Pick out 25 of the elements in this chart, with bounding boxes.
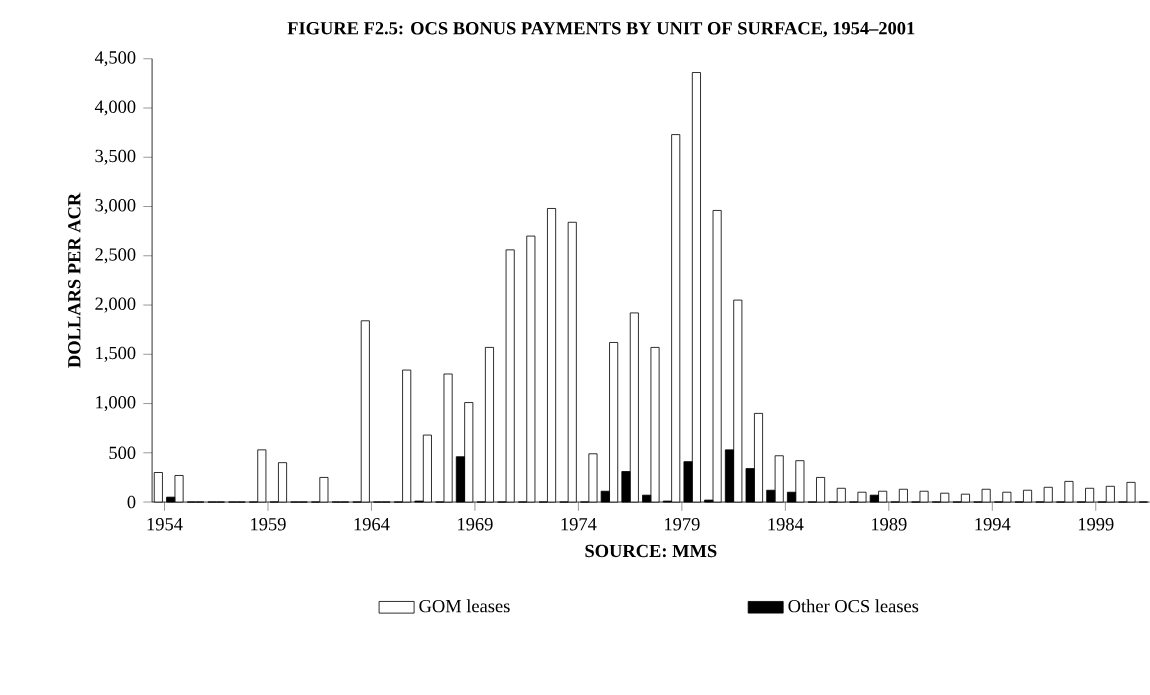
y-tick-label: 3,000	[95, 198, 136, 215]
legend-label: Other OCS leases	[788, 599, 919, 613]
y-tick-label: 1,000	[96, 396, 136, 412]
x-tick-label: 1989	[871, 518, 907, 531]
chart-title: FIGURE F2.5: OCS BONUS PAYMENTS BY UNIT OF SURFACE, 1954–2001	[287, 22, 915, 38]
x-tick-label: 1974	[561, 518, 597, 531]
legend-label: GOM leases	[419, 599, 510, 613]
x-tick-label: 1959	[251, 518, 286, 531]
x-tick-label: 1954	[147, 518, 183, 531]
y-axis-title: DOLLARS PER ACR	[68, 192, 81, 368]
y-tick-label: 500	[109, 446, 136, 460]
x-tick-label: 1969	[458, 518, 493, 531]
y-tick-label: 1,500	[96, 346, 136, 362]
x-tick-label: 1964	[354, 518, 390, 531]
y-tick-label: 2,500	[95, 248, 136, 264]
x-tick-label: 1984	[768, 518, 804, 531]
y-tick-label: 4,000	[94, 100, 136, 116]
x-tick-label: 1999	[1078, 518, 1114, 531]
y-tick-label: 0	[127, 495, 136, 509]
y-tick-label: 3,500	[95, 149, 136, 165]
y-tick-label: 4,500	[94, 51, 136, 67]
y-tick-label: 2,000	[95, 297, 136, 313]
x-tick-label: 1979	[665, 518, 700, 531]
x-tick-label: 1994	[975, 518, 1011, 531]
source-note: SOURCE: MMS	[585, 544, 717, 558]
